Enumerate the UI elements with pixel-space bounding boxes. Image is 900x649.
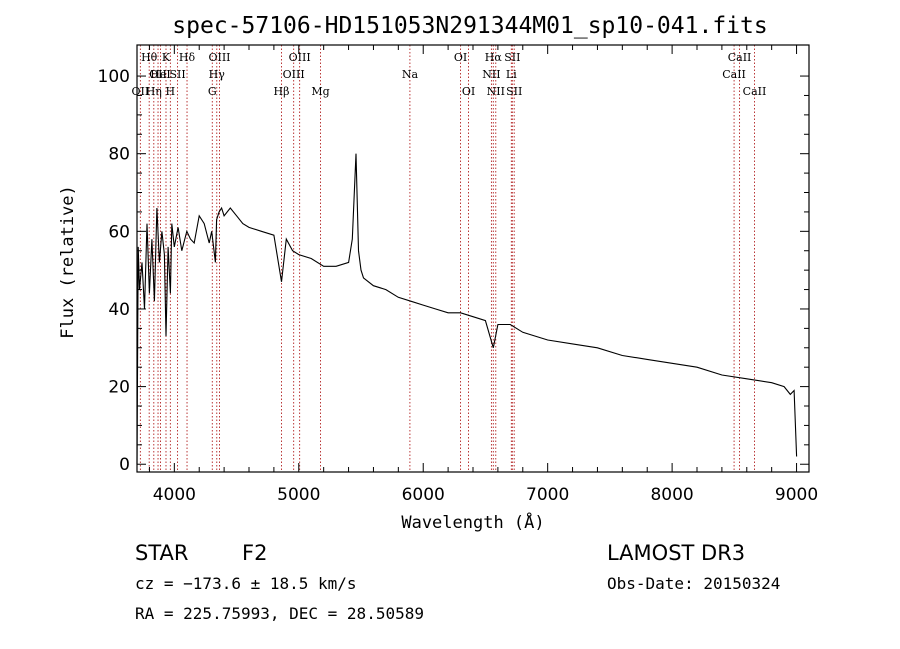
chart-title: spec-57106-HD151053N291344M01_sp10-041.f… [172, 13, 767, 39]
line-label-1: Hθ [141, 51, 158, 64]
survey-name: LAMOST DR3 [607, 541, 745, 565]
line-label-5: K [162, 51, 171, 64]
x-tick-label: 4000 [153, 485, 196, 505]
x-tick-label: 6000 [402, 485, 445, 505]
line-label-8: Hδ [179, 51, 196, 64]
y-tick-label: 20 [108, 378, 130, 398]
line-label-13: OIII [283, 68, 305, 81]
line-label-4: HeI [150, 68, 170, 81]
line-label-17: OI [454, 51, 467, 64]
line-label-7: SII [169, 68, 185, 81]
line-label-25: CaII [722, 68, 746, 81]
line-label-2: Hη [146, 85, 162, 98]
line-label-23: SII [504, 51, 520, 64]
y-tick-labels: 0 20 40 60 80 100 [98, 67, 130, 475]
line-label-0: OII [132, 85, 150, 98]
y-tick-label: 0 [119, 455, 130, 475]
y-tick-label: 100 [98, 67, 130, 87]
x-tick-label: 9000 [775, 485, 818, 505]
line-label-6: H [166, 85, 176, 98]
y-tick-label: 60 [108, 222, 130, 242]
line-label-11: OIII [208, 51, 230, 64]
observation-date: Obs-Date: 20150324 [607, 574, 780, 593]
line-label-9: G [208, 85, 217, 98]
spectral-line-labels: OIIHθHηOIIHeIKHSIIHδGHγOIIIHβOIIIOIIIMgN… [132, 51, 767, 98]
spectrum-series-line [136, 153, 798, 465]
y-axis-label: Flux (relative) [58, 185, 78, 339]
x-tick-label: 7000 [526, 485, 569, 505]
redshift-velocity: cz = −173.6 ± 18.5 km/s [135, 574, 357, 593]
line-label-27: CaII [743, 85, 767, 98]
line-label-24: SII [506, 85, 522, 98]
line-label-12: Hβ [274, 85, 290, 98]
y-tick-label: 40 [108, 300, 130, 320]
line-label-3: OII [149, 68, 167, 81]
x-axis-label: Wavelength (Å) [401, 511, 544, 533]
line-label-16: Na [402, 68, 419, 81]
line-label-14: OIII [289, 51, 311, 64]
line-label-10: Hγ [209, 68, 226, 81]
line-label-18: OI [462, 85, 475, 98]
line-label-15: Mg [311, 85, 329, 98]
plot-frame [136, 44, 810, 473]
line-label-19: NII [482, 68, 500, 81]
x-tick-labels: 4000 5000 6000 7000 8000 9000 [153, 485, 818, 505]
axis-ticks [137, 45, 809, 472]
object-type: STAR [135, 541, 188, 565]
line-label-26: CaII [728, 51, 752, 64]
object-subclass: F2 [242, 541, 267, 565]
spectral-line-markers [139, 45, 755, 472]
coordinates: RA = 225.75993, DEC = 28.50589 [135, 604, 424, 623]
y-tick-label: 80 [108, 145, 130, 165]
line-label-21: NII [487, 85, 505, 98]
line-label-22: Li [506, 68, 517, 81]
x-tick-label: 8000 [650, 485, 693, 505]
line-label-20: Hα [485, 51, 503, 64]
x-tick-label: 5000 [277, 485, 320, 505]
